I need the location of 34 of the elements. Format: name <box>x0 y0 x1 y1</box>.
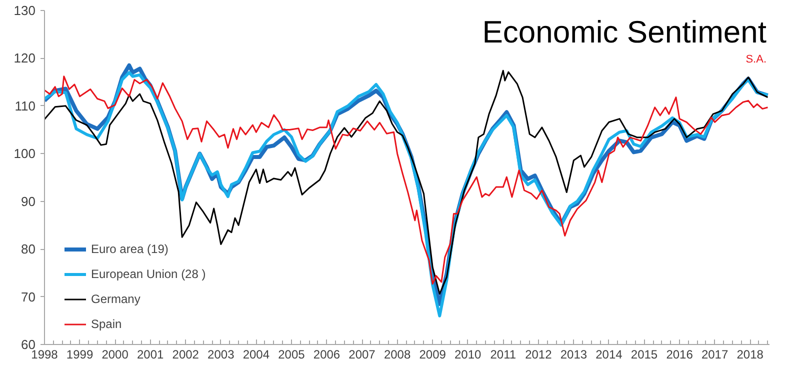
x-tick-label: 2009 <box>419 348 446 362</box>
x-tick-label: 2012 <box>525 348 552 362</box>
x-tick-label: 2014 <box>596 348 623 362</box>
y-tick-label: 130 <box>14 3 36 18</box>
x-tick-label: 2007 <box>348 348 376 362</box>
y-tick-label: 80 <box>21 242 36 257</box>
x-tick-label: 1998 <box>31 348 58 362</box>
x-tick-label: 2016 <box>666 348 694 362</box>
y-tick-label: 100 <box>14 146 36 162</box>
x-tick-label: 2001 <box>136 348 164 362</box>
x-tick-label: 2000 <box>102 348 129 362</box>
y-tick-label: 120 <box>14 50 36 66</box>
x-tick-label: 1999 <box>66 348 94 362</box>
x-tick-label: 2005 <box>278 348 306 362</box>
legend-label: European Union (28 ) <box>91 267 206 281</box>
y-tick-label: 110 <box>14 98 36 114</box>
x-tick-label: 2008 <box>384 348 411 362</box>
x-tick-label: 2004 <box>242 348 270 362</box>
x-tick-label: 2003 <box>208 348 235 362</box>
legend-label: Germany <box>91 292 140 306</box>
x-tick-label: 2002 <box>172 348 200 362</box>
x-tick-label: 2010 <box>454 348 482 362</box>
x-tick-label: 2018 <box>736 348 764 362</box>
x-tick-label: 2017 <box>701 348 728 362</box>
y-tick-label: 70 <box>21 289 36 304</box>
x-tick-label: 2015 <box>630 348 658 362</box>
chart-title: Economic Sentiment <box>482 14 767 50</box>
legend-label: Euro area (19) <box>91 242 168 256</box>
y-tick-label: 90 <box>21 194 36 209</box>
legend-label: Spain <box>91 317 122 331</box>
text: S.A. <box>746 54 767 66</box>
x-tick-label: 2013 <box>560 348 588 362</box>
x-tick-label: 2011 <box>490 348 516 362</box>
x-tick-label: 2006 <box>313 348 340 362</box>
